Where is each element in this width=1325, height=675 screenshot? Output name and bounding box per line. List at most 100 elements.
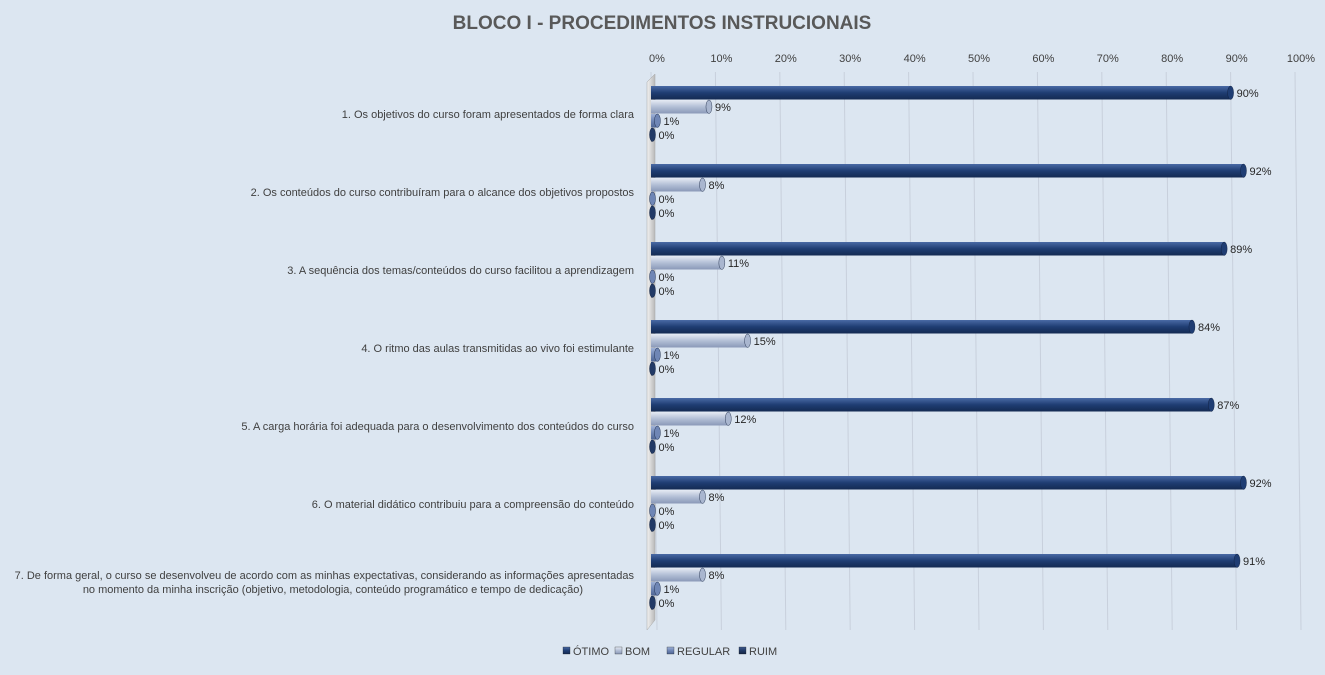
bars bbox=[649, 85, 1247, 610]
legend-item-ruim: RUIM bbox=[738, 646, 777, 658]
bar-face bbox=[651, 348, 658, 362]
legend: ÓTIMO BOM REGULAR RUIM bbox=[562, 645, 777, 658]
gridline bbox=[843, 71, 851, 631]
bar-cap bbox=[654, 425, 661, 440]
data-label: 0% bbox=[659, 598, 675, 610]
bar-cap bbox=[649, 191, 656, 206]
bar-cap bbox=[649, 127, 656, 142]
bar-ótimo bbox=[651, 85, 1234, 100]
gridline bbox=[1036, 71, 1044, 631]
data-label: 1% bbox=[663, 350, 679, 362]
data-labels: 90% 92% 89% 84% 87% 92% 91% 9% 8% 11% 15% 12% 8% 8% 1%… bbox=[659, 88, 1272, 610]
data-label: 89% bbox=[1230, 244, 1252, 256]
bar-face bbox=[651, 242, 1225, 256]
bar-cap bbox=[649, 269, 656, 284]
x-tick-label: 30% bbox=[839, 53, 861, 65]
bar-cap bbox=[649, 361, 656, 376]
bar-cap bbox=[1208, 397, 1215, 412]
bar-regular bbox=[649, 191, 656, 206]
category-label: 4. O ritmo das aulas transmitidas ao viv… bbox=[361, 343, 634, 355]
bar-cap bbox=[649, 439, 656, 454]
bar-cap bbox=[654, 113, 661, 128]
bar-face bbox=[651, 490, 703, 504]
bar-cap bbox=[744, 333, 751, 348]
bar-ruim bbox=[649, 439, 656, 454]
bar-face bbox=[651, 554, 1238, 568]
gridline bbox=[779, 71, 787, 631]
bar-face bbox=[651, 334, 748, 348]
bar-regular bbox=[651, 347, 661, 362]
bar-cap bbox=[649, 503, 656, 518]
data-label: 1% bbox=[663, 116, 679, 128]
data-label: 0% bbox=[659, 506, 675, 518]
bar-cap bbox=[649, 517, 656, 532]
bar-cap bbox=[654, 347, 661, 362]
bar-cap bbox=[705, 99, 713, 114]
bar-regular bbox=[651, 113, 661, 128]
bar-face bbox=[651, 412, 729, 426]
data-label: 1% bbox=[663, 584, 679, 596]
bar-ruim bbox=[649, 283, 656, 298]
bar-bom bbox=[651, 255, 726, 270]
data-label: 8% bbox=[709, 492, 725, 504]
gridline bbox=[1294, 71, 1302, 631]
bar-cap bbox=[1220, 241, 1228, 256]
data-label: 1% bbox=[663, 428, 679, 440]
x-tick-label: 50% bbox=[968, 53, 990, 65]
bar-face bbox=[651, 476, 1244, 490]
gridlines bbox=[650, 71, 1302, 631]
bar-regular bbox=[649, 269, 656, 284]
bar-face bbox=[651, 164, 1244, 178]
bar-bom bbox=[651, 411, 732, 426]
bar-cap bbox=[649, 283, 656, 298]
legend-label: RUIM bbox=[749, 646, 777, 658]
bar-cap bbox=[699, 177, 706, 192]
bar-ruim bbox=[649, 595, 656, 610]
data-label: 92% bbox=[1249, 478, 1271, 490]
bar-ruim bbox=[649, 517, 656, 532]
bar-bom bbox=[651, 333, 751, 348]
data-label: 8% bbox=[709, 180, 725, 192]
bar-bom bbox=[651, 99, 713, 114]
bar-cap bbox=[649, 595, 656, 610]
bar-face bbox=[651, 320, 1192, 334]
gridline bbox=[1101, 71, 1109, 631]
x-tick-label: 60% bbox=[1032, 53, 1054, 65]
legend-swatch bbox=[738, 646, 747, 655]
bar-cap bbox=[699, 567, 706, 582]
legend-label: REGULAR bbox=[677, 646, 730, 658]
bar-face bbox=[651, 86, 1231, 100]
gridline bbox=[1165, 71, 1173, 631]
x-tick-label: 40% bbox=[904, 53, 926, 65]
bar-bom bbox=[651, 489, 706, 504]
data-label: 11% bbox=[728, 258, 749, 270]
category-label: 6. O material didático contribuiu para a… bbox=[312, 499, 634, 511]
bar-ruim bbox=[649, 127, 656, 142]
data-label: 87% bbox=[1217, 400, 1239, 412]
bar-face bbox=[651, 100, 709, 114]
data-label: 0% bbox=[659, 520, 675, 532]
legend-swatch bbox=[666, 646, 675, 655]
bar-ótimo bbox=[651, 163, 1247, 178]
data-label: 84% bbox=[1198, 322, 1220, 334]
data-label: 15% bbox=[754, 336, 776, 348]
chart-title: BLOCO I - PROCEDIMENTOS INSTRUCIONAIS bbox=[453, 13, 872, 34]
legend-swatch bbox=[562, 646, 571, 655]
bar-ruim bbox=[649, 361, 656, 376]
bar-cap bbox=[1240, 163, 1247, 178]
bar-ótimo bbox=[651, 319, 1196, 334]
x-axis-ticks: 0% 10% 20% 30% 40% 50% 60% 70% 80% 90% 100% bbox=[649, 53, 1315, 65]
bar-face bbox=[651, 398, 1212, 412]
bar-ótimo bbox=[651, 241, 1228, 256]
bar-face bbox=[651, 178, 703, 192]
data-label: 8% bbox=[709, 570, 725, 582]
x-tick-label: 90% bbox=[1226, 53, 1248, 65]
category-labels: 1. Os objetivos do curso foram apresenta… bbox=[15, 109, 635, 596]
gridline bbox=[1230, 71, 1238, 631]
bar-ruim bbox=[649, 205, 656, 220]
bar-cap bbox=[725, 411, 732, 426]
data-label: 92% bbox=[1249, 166, 1271, 178]
bar-face bbox=[651, 426, 658, 440]
bar-cap bbox=[1233, 553, 1241, 568]
legend-label: ÓTIMO bbox=[573, 645, 609, 658]
